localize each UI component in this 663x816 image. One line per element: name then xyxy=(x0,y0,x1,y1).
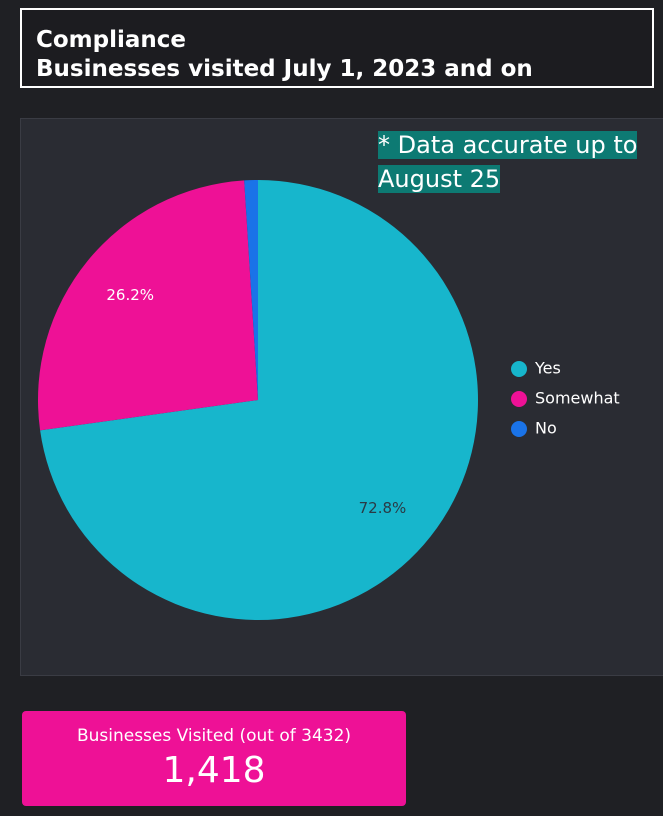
kpi-label: Businesses Visited (out of 3432) xyxy=(22,726,406,746)
legend-marker xyxy=(511,361,527,377)
page: Compliance Businesses visited July 1, 20… xyxy=(0,0,663,816)
pie-slice xyxy=(38,180,258,430)
legend-label: Yes xyxy=(534,359,561,378)
legend-label: Somewhat xyxy=(535,389,620,408)
slice-label: 72.8% xyxy=(359,499,407,517)
slice-label: 26.2% xyxy=(106,286,154,304)
annotation: * Data accurate up to August 25 xyxy=(378,128,648,196)
legend-label: No xyxy=(535,419,557,438)
kpi-value: 1,418 xyxy=(22,750,406,791)
chart: 72.8% 26.2% Yes Somewhat No xyxy=(0,0,663,816)
kpi-card[interactable]: Businesses Visited (out of 3432) 1,418 xyxy=(22,711,406,806)
legend-marker xyxy=(511,391,527,407)
annotation-text: * Data accurate up to August 25 xyxy=(378,131,637,193)
legend-marker xyxy=(511,421,527,437)
